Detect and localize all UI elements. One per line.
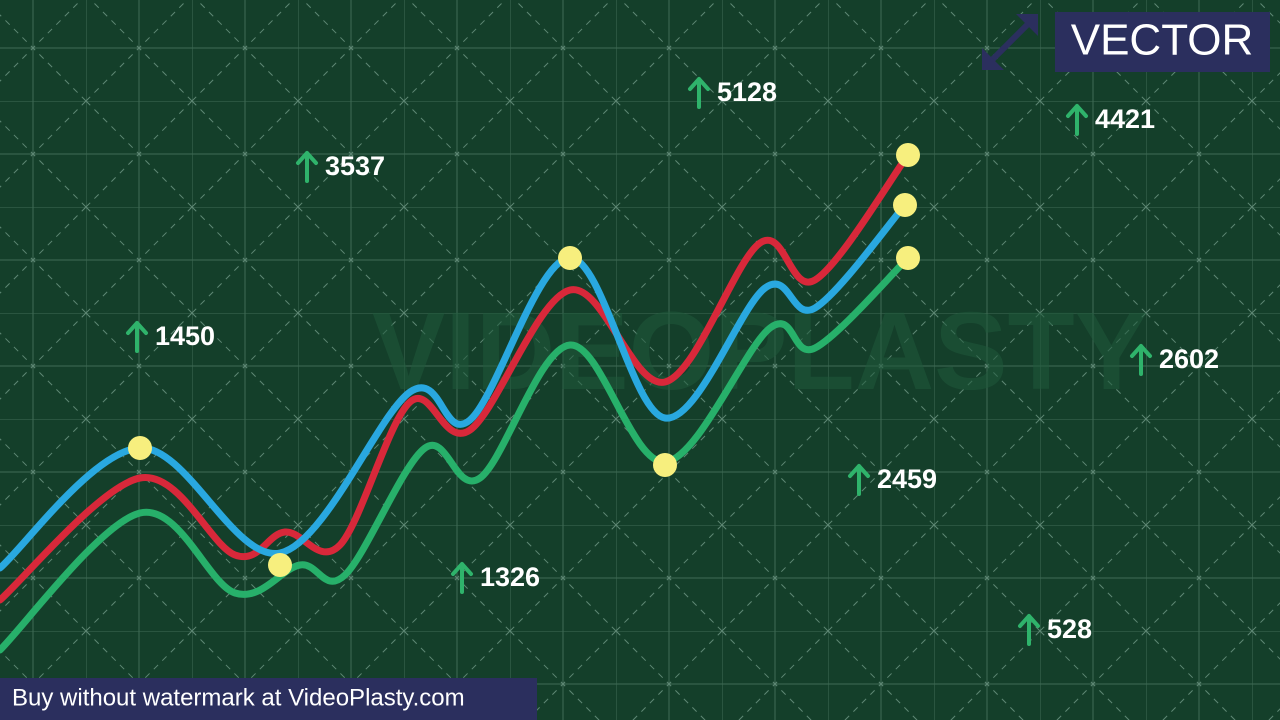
- highlight-dots: [128, 143, 920, 577]
- trend-lines: [0, 151, 912, 654]
- up-arrow: [1018, 614, 1040, 646]
- up-arrow: [126, 321, 148, 353]
- up-arrow: [688, 77, 710, 109]
- indicators: 5128 4421 3537 1450 2602 2459 1326 528: [126, 77, 1219, 646]
- badge-box: [1055, 12, 1270, 72]
- indicator-value: 2602: [1159, 344, 1219, 374]
- trend-line: [0, 151, 912, 604]
- indicator-value: 3537: [325, 151, 385, 181]
- dot: [268, 553, 292, 577]
- up-arrow: [451, 562, 473, 594]
- indicator-value: 1326: [480, 562, 540, 592]
- up-arrow: [1130, 344, 1152, 376]
- resize-icon: [982, 14, 1038, 70]
- footer: Buy without watermark at VideoPlasty.com: [12, 684, 465, 711]
- dot: [896, 143, 920, 167]
- dot: [896, 246, 920, 270]
- indicator-value: 2459: [877, 464, 937, 494]
- indicator-value: 5128: [717, 77, 777, 107]
- dot: [893, 193, 917, 217]
- up-arrow: [1066, 104, 1088, 136]
- dot: [128, 436, 152, 460]
- indicator-value: 4421: [1095, 104, 1155, 134]
- badge: VECTOR: [1071, 16, 1254, 65]
- trend-line: [0, 254, 912, 654]
- indicator-value: 1450: [155, 321, 215, 351]
- up-arrow: [848, 464, 870, 496]
- indicator-value: 528: [1047, 614, 1092, 644]
- up-arrow: [296, 151, 318, 183]
- dot: [653, 453, 677, 477]
- trend-line: [0, 201, 909, 572]
- dot: [558, 246, 582, 270]
- footer-box: [0, 678, 537, 720]
